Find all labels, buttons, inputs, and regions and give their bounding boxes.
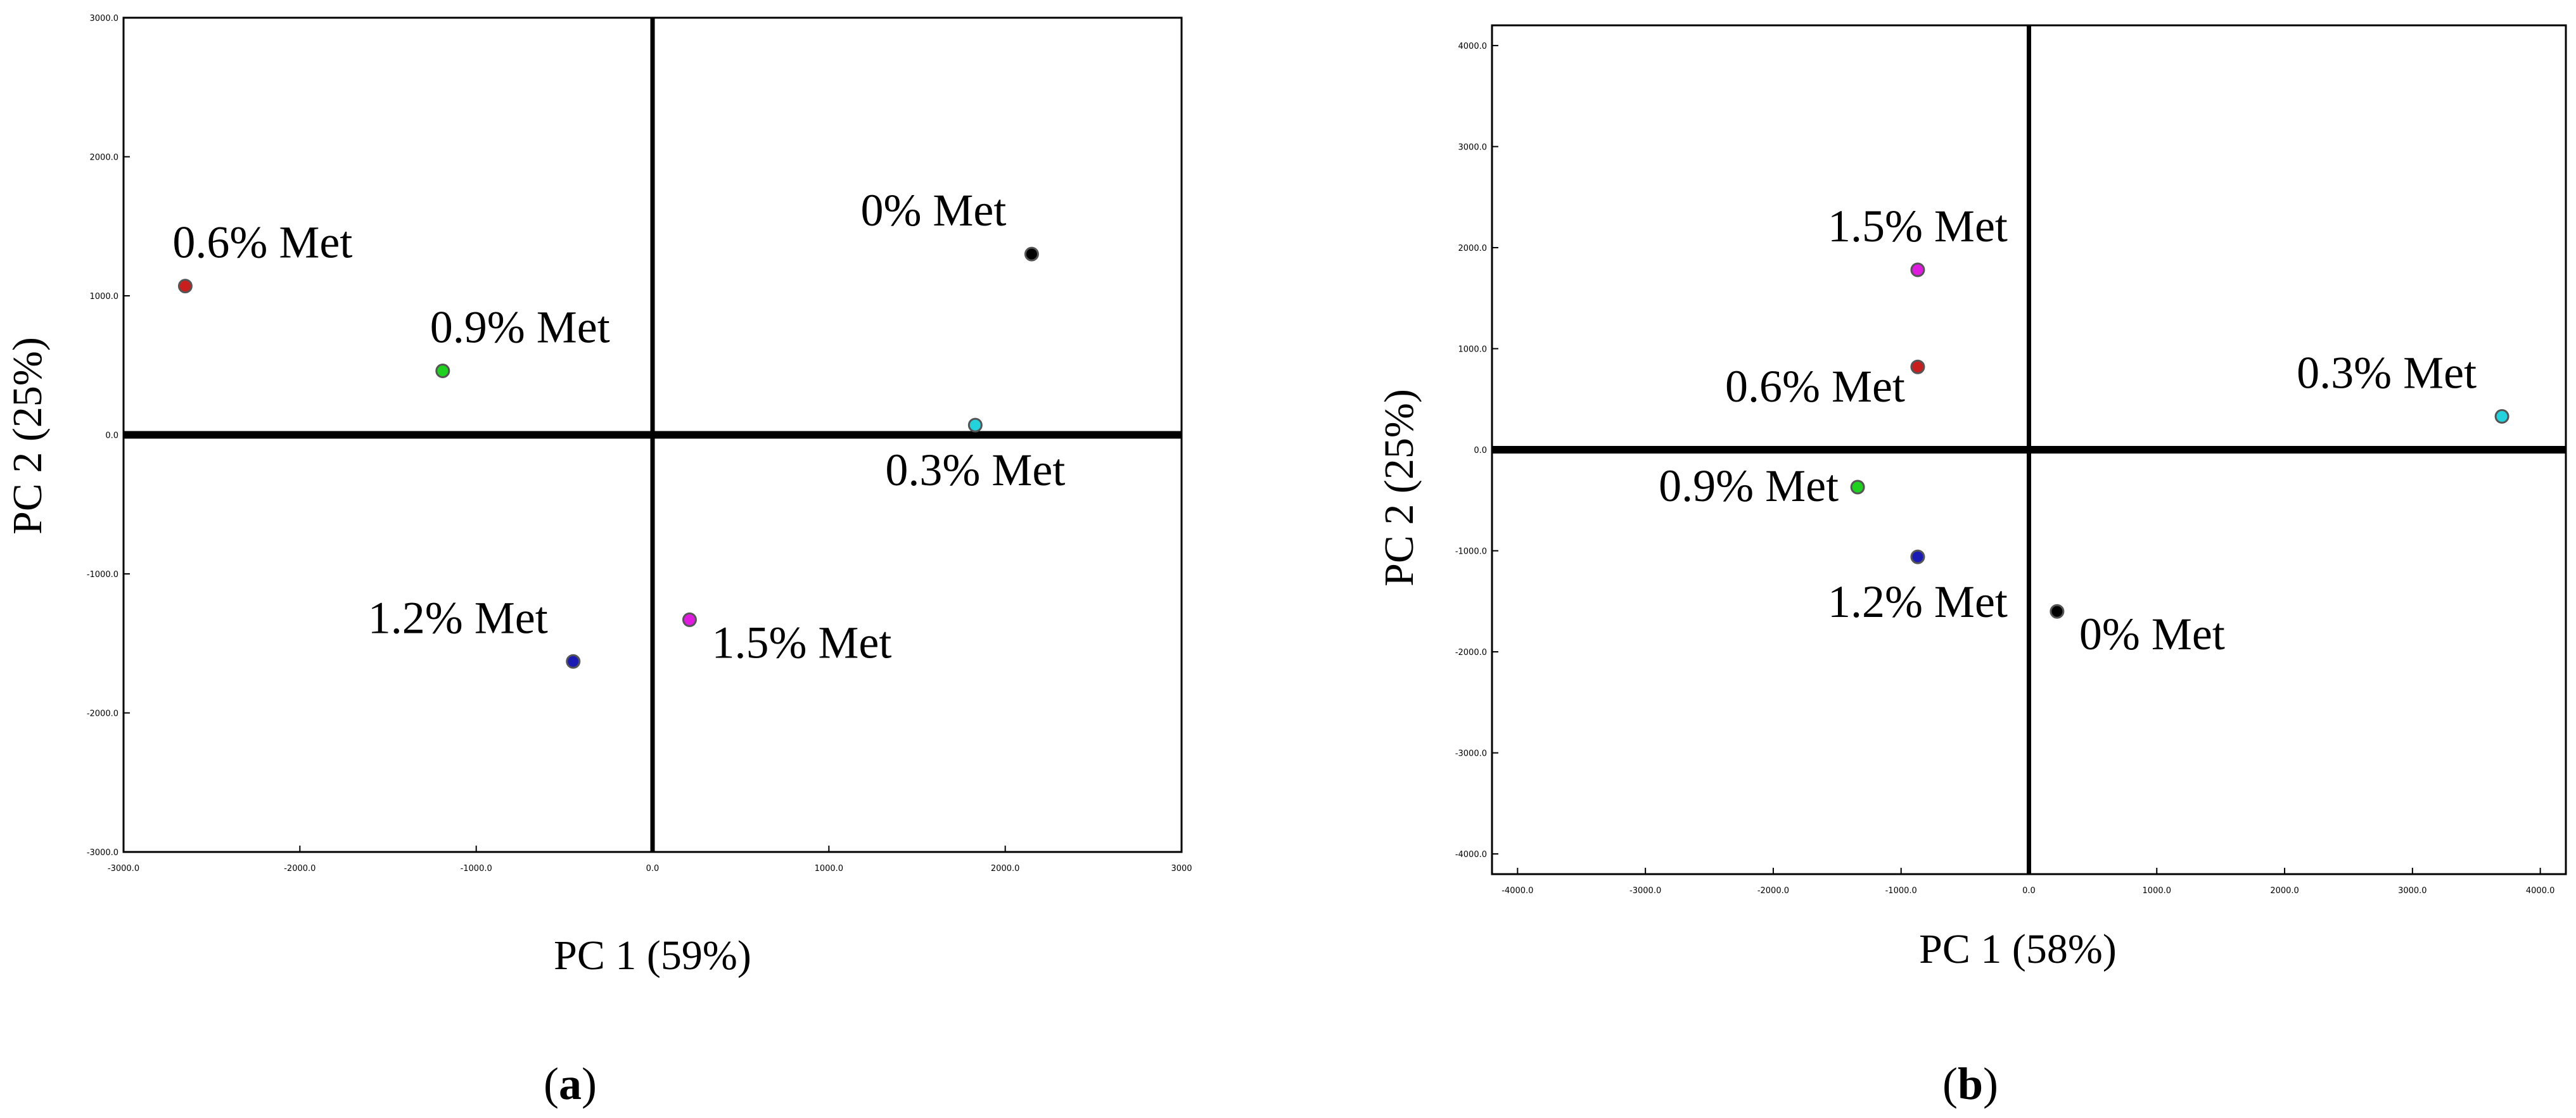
x-tick-label: 2000.0 <box>2270 886 2299 896</box>
point-label: 1.5% Met <box>711 617 891 668</box>
y-axis-title: PC 2 (25%) <box>4 337 51 535</box>
point-label: 0% Met <box>2079 609 2225 659</box>
x-tick-label: 2000.0 <box>991 864 1020 873</box>
panel-label: (a) <box>544 1058 597 1109</box>
y-tick-label: -1000.0 <box>1455 547 1487 557</box>
panel-b: -4000.0 -3000.0 -2000.0 -1000.0 0.0 1000.0 200… <box>1376 24 2567 1109</box>
y-tick-label: -3000.0 <box>87 848 118 858</box>
zero-axis-lines <box>124 18 1182 852</box>
y-tick-label: 2000.0 <box>90 153 119 163</box>
data-point <box>682 612 697 627</box>
point-label: 0.3% Met <box>2297 347 2477 398</box>
data-point <box>1024 246 1039 262</box>
data-point <box>1910 262 1925 277</box>
x-tick-label: -1000.0 <box>1885 886 1917 896</box>
x-tick-label: 3000.0 <box>2398 886 2427 896</box>
x-axis-title: PC 1 (59%) <box>554 932 751 979</box>
data-point <box>1850 480 1865 495</box>
x-tick-label: 0.0 <box>2022 886 2036 896</box>
y-tick-label: 2000.0 <box>1458 244 1488 253</box>
points-layer: 0% Met 0.3% Met 0.6% Met 0.9% Met 1.2% Met 1.… <box>1659 201 2509 659</box>
point-label: 1.2% Met <box>1828 576 2008 627</box>
y-tick-label: 3000.0 <box>1458 143 1488 152</box>
y-tick-label: 3000.0 <box>90 14 119 23</box>
point-label: 0.9% Met <box>1659 461 1839 511</box>
x-tick-label: 4000.0 <box>2526 886 2555 896</box>
x-tick-label: 3000 <box>1171 864 1192 873</box>
y-axis-title: PC 2 (25%) <box>1376 389 1422 587</box>
y-tick-label: -4000.0 <box>1455 850 1487 860</box>
x-tick-label: -4000.0 <box>1502 886 1533 896</box>
data-point <box>1910 549 1925 564</box>
data-point <box>967 417 983 433</box>
point-label: 0.9% Met <box>430 302 610 353</box>
x-tick-label: -2000.0 <box>1757 886 1789 896</box>
point-label: 0.6% Met <box>172 217 352 268</box>
zero-axis-lines <box>1492 25 2566 874</box>
x-axis-title: PC 1 (58%) <box>1919 926 2117 972</box>
panel-a: -3000.0 -2000.0 -1000.0 0.0 1000.0 2000.0 3000… <box>4 14 1192 1109</box>
point-label: 0% Met <box>860 185 1006 236</box>
y-tick-label: 1000.0 <box>90 292 119 302</box>
x-axis-ticks: -3000.0 -2000.0 -1000.0 0.0 1000.0 2000.0 3000 <box>108 846 1192 873</box>
point-label: 0.6% Met <box>1725 361 1905 412</box>
y-tick-label: 0.0 <box>1474 446 1487 455</box>
point-label: 1.2% Met <box>368 592 548 643</box>
y-tick-label: -2000.0 <box>1455 648 1487 657</box>
y-tick-label: -3000.0 <box>1455 749 1487 759</box>
y-tick-label: 1000.0 <box>1458 345 1488 354</box>
y-tick-label: 4000.0 <box>1458 42 1488 51</box>
point-label: 1.5% Met <box>1828 201 2008 251</box>
panel-label: (b) <box>1942 1058 1998 1109</box>
point-label: 0.3% Met <box>885 445 1065 495</box>
data-point <box>2050 604 2065 619</box>
x-axis-ticks: -4000.0 -3000.0 -2000.0 -1000.0 0.0 1000.0 200… <box>1502 868 2554 896</box>
x-tick-label: -1000.0 <box>461 864 492 873</box>
data-point <box>2494 409 2509 424</box>
x-tick-label: -3000.0 <box>1629 886 1661 896</box>
x-tick-label: -3000.0 <box>108 864 139 873</box>
data-point <box>435 364 450 379</box>
x-tick-label: 1000.0 <box>815 864 844 873</box>
points-layer: 0% Met 0.3% Met 0.6% Met 0.9% Met 1.2% Met 1.… <box>172 185 1065 669</box>
x-tick-label: 1000.0 <box>2143 886 2172 896</box>
y-tick-label: 0.0 <box>105 431 118 441</box>
x-tick-label: -2000.0 <box>284 864 316 873</box>
data-point <box>566 654 581 669</box>
y-tick-label: -2000.0 <box>87 709 118 719</box>
y-tick-label: -1000.0 <box>87 570 118 580</box>
data-point <box>177 279 193 294</box>
x-tick-label: 0.0 <box>646 864 660 873</box>
y-axis-ticks: -4000.0 -3000.0 -2000.0 -1000.0 0.0 1000.0 200… <box>1455 42 1498 860</box>
y-axis-ticks: -3000.0 -2000.0 -1000.0 0.0 1000.0 2000.0 3000… <box>87 14 130 858</box>
data-point <box>1910 359 1925 374</box>
